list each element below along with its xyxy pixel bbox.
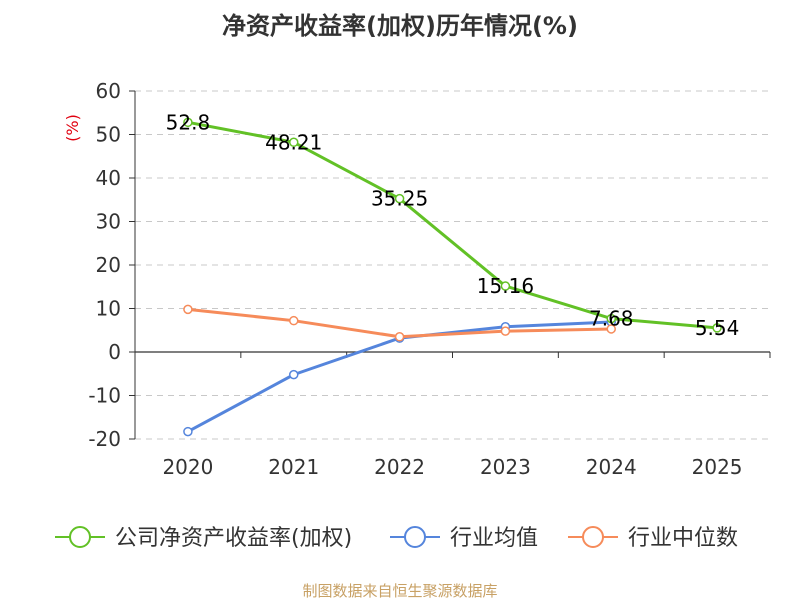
data-point — [500, 326, 511, 336]
data-labels: 52.8 48.21 35.25 15.16 7.68 5.54 — [166, 110, 740, 340]
legend-marker — [404, 526, 426, 548]
series-lines — [183, 117, 722, 437]
legend-marker — [582, 526, 604, 548]
y-tick-label: 60 — [96, 79, 121, 103]
grid-lines — [135, 90, 770, 440]
data-label: 35.25 — [371, 187, 428, 211]
data-point — [712, 323, 722, 333]
data-point — [606, 313, 616, 324]
legend: 公司净资产收益率(加权) 行业均值 行业中位数 — [55, 526, 738, 551]
data-point — [394, 332, 405, 342]
data-point — [289, 369, 299, 380]
y-tick-label: 10 — [96, 297, 121, 321]
x-tick-label: 2025 — [692, 455, 743, 479]
series-line — [187, 120, 718, 330]
data-point — [500, 281, 511, 291]
legend-label: 行业均值 — [450, 526, 538, 551]
y-tick-label: 30 — [96, 210, 121, 234]
y-tick-label: 50 — [96, 123, 121, 147]
data-point — [606, 324, 616, 334]
x-tick-label: 2022 — [374, 455, 425, 479]
source-footer: 制图数据来自恒生聚源数据库 — [302, 582, 498, 600]
y-tick-label: 0 — [108, 340, 121, 364]
chart-title: 净资产收益率(加权)历年情况(%) — [222, 12, 578, 40]
data-label: 15.16 — [477, 274, 534, 298]
axes — [129, 90, 771, 440]
legend-marker — [69, 526, 91, 548]
data-label: 48.21 — [265, 130, 322, 154]
data-point — [183, 426, 193, 437]
data-point — [289, 137, 299, 148]
data-label: 7.68 — [589, 307, 634, 331]
y-tick-label: -10 — [88, 384, 121, 408]
legend-label: 行业中位数 — [628, 526, 738, 551]
y-tick-labels: 60 50 40 30 20 10 0 -10 -20 — [88, 79, 121, 451]
data-point — [183, 117, 193, 128]
x-tick-label: 2023 — [480, 455, 531, 479]
x-tick-label: 2020 — [162, 455, 213, 479]
x-tick-label: 2021 — [268, 455, 319, 479]
legend-label: 公司净资产收益率(加权) — [115, 526, 352, 551]
data-point — [394, 193, 405, 204]
x-tick-label: 2024 — [586, 455, 637, 479]
data-label: 5.54 — [695, 316, 740, 340]
y-tick-label: 20 — [96, 253, 121, 277]
x-tick-labels: 2020 2021 2022 2023 2024 2025 — [162, 455, 742, 479]
y-tick-label: -20 — [88, 427, 121, 451]
y-axis-unit: (%) — [63, 114, 82, 142]
y-tick-label: 40 — [96, 166, 121, 190]
data-point — [289, 315, 299, 326]
data-label: 52.8 — [166, 110, 211, 134]
data-point — [183, 304, 193, 315]
